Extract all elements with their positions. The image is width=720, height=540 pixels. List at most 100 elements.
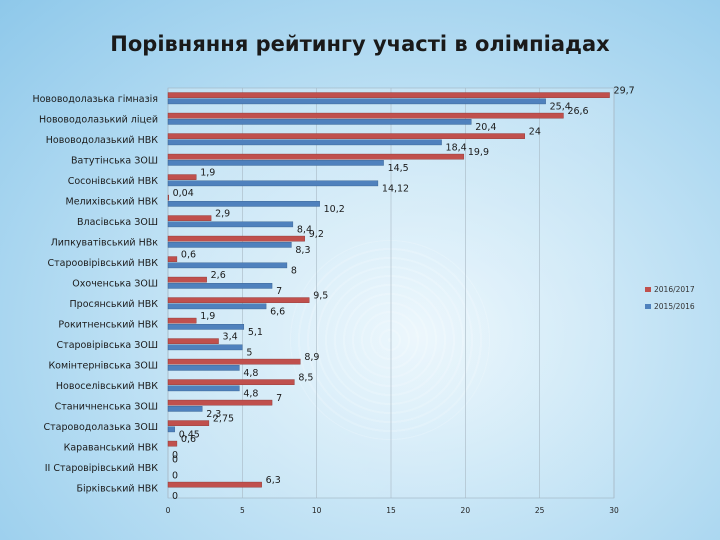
bar-2015-2016 bbox=[167, 283, 273, 289]
bar-2015-2016 bbox=[167, 426, 175, 433]
bar-2016-2017 bbox=[167, 153, 465, 160]
x-tick-label: 25 bbox=[535, 506, 545, 515]
bar-2016-2017 bbox=[167, 481, 262, 488]
value-label-2016-2017: 19,9 bbox=[468, 147, 489, 158]
value-label-2016-2017: 9,2 bbox=[309, 229, 324, 240]
value-label-2015-2016: 25,4 bbox=[550, 101, 571, 112]
category-label: Власівська ЗОШ bbox=[77, 217, 158, 228]
value-label-2015-2016: 0 bbox=[172, 470, 178, 481]
value-label-2016-2017: 8,9 bbox=[304, 352, 319, 363]
value-label-2016-2017: 6,3 bbox=[266, 475, 281, 486]
value-label-2016-2017: 2,75 bbox=[213, 414, 234, 425]
bar-2016-2017 bbox=[167, 420, 210, 426]
value-label-2015-2016: 4,8 bbox=[243, 368, 258, 379]
value-label-2016-2017: 2,9 bbox=[215, 209, 230, 220]
value-label-2016-2017: 2,6 bbox=[211, 270, 226, 281]
value-label-2015-2016: 8,4 bbox=[297, 224, 312, 235]
value-label-2015-2016: 18,4 bbox=[446, 142, 467, 153]
chart-title: Порівняння рейтингу участі в олімпіадах bbox=[110, 32, 610, 56]
category-label: Нововодолазький НВК bbox=[46, 135, 158, 146]
bar-2016-2017 bbox=[167, 215, 212, 221]
value-label-2015-2016: 7 bbox=[276, 286, 282, 297]
bar-2015-2016 bbox=[167, 344, 243, 351]
bar-2015-2016 bbox=[167, 385, 240, 392]
bar-2015-2016 bbox=[167, 180, 379, 187]
bar-2015-2016 bbox=[167, 221, 294, 228]
x-tick-label: 0 bbox=[166, 506, 171, 515]
bar-2015-2016 bbox=[167, 119, 472, 125]
bar-2016-2017 bbox=[167, 174, 197, 180]
legend-label: 2015/2016 bbox=[654, 302, 695, 311]
bar-2016-2017 bbox=[167, 317, 197, 324]
value-label-2015-2016: 2,3 bbox=[206, 409, 221, 420]
bar-2015-2016 bbox=[167, 324, 245, 330]
bar-2016-2017 bbox=[167, 358, 301, 365]
legend-swatch bbox=[645, 304, 651, 309]
value-label-2016-2017: 0,6 bbox=[181, 250, 196, 261]
bar-2016-2017 bbox=[167, 92, 610, 98]
bar-2015-2016 bbox=[167, 365, 240, 371]
legend-label: 2016/2017 bbox=[654, 285, 695, 294]
value-label-2016-2017: 1,9 bbox=[200, 311, 215, 322]
bar-2016-2017 bbox=[167, 276, 207, 283]
bar-2016-2017 bbox=[167, 194, 170, 201]
x-tick-label: 20 bbox=[461, 506, 471, 515]
value-label-2015-2016: 5,1 bbox=[248, 327, 263, 338]
bar-2015-2016 bbox=[167, 303, 267, 310]
category-label: Караванський НВК bbox=[64, 442, 159, 453]
bar-2016-2017 bbox=[167, 379, 295, 385]
category-label: Охоченська ЗОШ bbox=[72, 278, 158, 289]
category-label: Мелихівський НВК bbox=[66, 196, 159, 207]
bar-2016-2017 bbox=[167, 256, 178, 262]
bar-2015-2016 bbox=[167, 406, 203, 412]
value-label-2015-2016: 14,12 bbox=[382, 183, 409, 194]
bar-2015-2016 bbox=[167, 262, 288, 269]
category-label: Староводолазька ЗОШ bbox=[44, 422, 158, 433]
value-label-2016-2017: 0 bbox=[172, 455, 178, 466]
category-label: Сосонівський НВК bbox=[68, 176, 159, 187]
value-label-2015-2016: 4,8 bbox=[243, 388, 258, 399]
category-label: Новоселівський НВК bbox=[56, 381, 158, 392]
value-label-2015-2016: 6,6 bbox=[270, 306, 285, 317]
category-label: Станичненська ЗОШ bbox=[55, 401, 158, 412]
category-label: Староовірівський НВК bbox=[48, 258, 159, 269]
category-label: Нововодолазький ліцей bbox=[39, 114, 158, 125]
category-label: Липкуватівський НВк bbox=[51, 237, 159, 248]
value-label-2016-2017: 9,5 bbox=[313, 291, 328, 302]
category-label: Просянський НВК bbox=[70, 299, 159, 310]
x-tick-label: 5 bbox=[240, 506, 245, 515]
value-label-2016-2017: 24 bbox=[529, 127, 541, 138]
category-label: Ватутінська ЗОШ bbox=[71, 155, 158, 166]
value-label-2015-2016: 8,3 bbox=[295, 245, 310, 256]
x-tick-label: 15 bbox=[386, 506, 396, 515]
bar-2016-2017 bbox=[167, 399, 273, 406]
value-label-2015-2016: 5 bbox=[246, 347, 252, 358]
bar-2016-2017 bbox=[167, 440, 178, 447]
value-label-2016-2017: 3,4 bbox=[223, 332, 238, 343]
value-label-2015-2016: 8 bbox=[291, 265, 297, 276]
value-label-2016-2017: 7 bbox=[276, 393, 282, 404]
value-label-2015-2016: 0 bbox=[172, 491, 178, 502]
x-tick-label: 10 bbox=[312, 506, 322, 515]
bar-2016-2017 bbox=[167, 338, 219, 344]
bar-2015-2016 bbox=[167, 98, 546, 105]
legend-swatch bbox=[645, 287, 651, 292]
value-label-2016-2017: 1,9 bbox=[200, 168, 215, 179]
bar-2016-2017 bbox=[167, 112, 564, 119]
category-label: Рокитненський НВК bbox=[58, 319, 158, 330]
bar-2016-2017 bbox=[167, 297, 310, 303]
category-label: Бірківський НВК bbox=[77, 483, 159, 494]
value-label-2016-2017: 8,5 bbox=[298, 373, 313, 384]
bar-2015-2016 bbox=[167, 201, 320, 207]
value-label-2016-2017: 26,6 bbox=[567, 106, 588, 117]
value-label-2016-2017: 0,04 bbox=[173, 188, 194, 199]
bar-2015-2016 bbox=[167, 139, 442, 146]
value-label-2015-2016: 14,5 bbox=[388, 163, 409, 174]
category-label: Нововодолазька гімназія bbox=[32, 94, 158, 105]
category-label: ІІ Старовірівський НВК bbox=[45, 463, 159, 474]
category-label: Комінтернівська ЗОШ bbox=[48, 360, 158, 371]
value-label-2015-2016: 0,45 bbox=[179, 429, 200, 440]
bar-2015-2016 bbox=[167, 242, 292, 248]
bar-2015-2016 bbox=[167, 160, 384, 166]
